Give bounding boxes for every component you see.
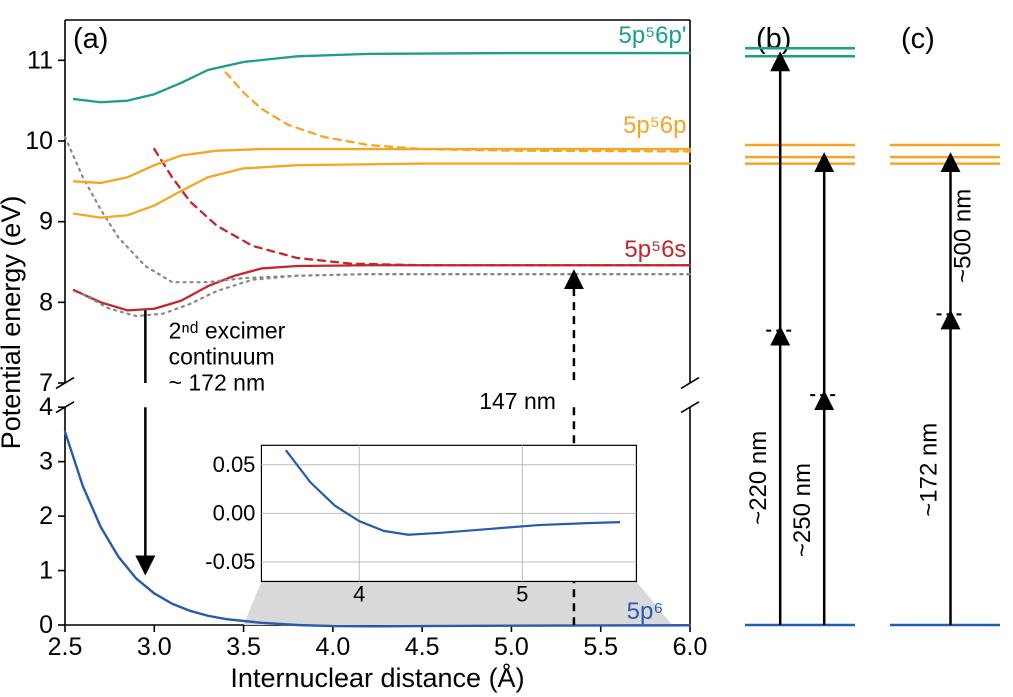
figure-root: 2.53.03.54.04.55.05.56.0012347891011Inte… [0, 0, 1013, 697]
inset-y-tick: 0.00 [213, 500, 256, 525]
excimer-annotation-line: ~ 172 nm [169, 370, 266, 396]
panel-b-label: (b) [756, 23, 791, 55]
inset-y-tick: 0.05 [213, 452, 256, 477]
series-label-5p56pprime: 5p⁵6p' [619, 22, 687, 49]
photon-label-bot: ~172 nm [916, 423, 943, 517]
y-tick-label: 2 [39, 502, 53, 530]
x-tick-label: 4.0 [315, 633, 350, 661]
curve-6p-lower [74, 164, 690, 218]
y-tick-label: 8 [39, 288, 53, 316]
label-147nm: 147 nm [479, 388, 556, 414]
panel-c-label: (c) [901, 23, 935, 55]
excimer-annotation-line: continuum [169, 344, 275, 370]
series-label-5p56p: 5p⁵6p [623, 112, 686, 139]
y-tick-label: 10 [25, 127, 53, 155]
y-tick-label: 11 [27, 46, 53, 74]
x-tick-label: 4.5 [405, 633, 440, 661]
y-tick-label: 1 [39, 557, 53, 585]
curve-6p-dashed [226, 72, 690, 151]
x-tick-label: 3.5 [226, 633, 261, 661]
excimer-annotation-line: 2ⁿᵈ excimer [169, 318, 286, 344]
photon-label-top: ~500 nm [950, 189, 977, 283]
curve-6s-dashed-repulsive [154, 149, 690, 265]
x-tick-label: 6.0 [673, 633, 708, 661]
x-tick-label: 5.5 [583, 633, 618, 661]
series-label-5p56s: 5p⁵6s [624, 236, 686, 263]
x-axis-label: Internuclear distance (Å) [230, 662, 524, 693]
figure-svg: 2.53.03.54.04.55.05.56.0012347891011Inte… [0, 0, 1013, 697]
series-label-5p6: 5p⁶ [627, 598, 664, 625]
x-tick-label: 5.0 [494, 633, 529, 661]
y-tick-label: 9 [39, 208, 53, 236]
y-axis-label: Potential energy (eV) [0, 196, 26, 450]
inset-y-tick: -0.05 [205, 549, 255, 574]
inset-x-tick: 4 [353, 581, 365, 606]
curve-6s-dotted-a [65, 137, 690, 282]
photon-label: ~220 nm [745, 431, 772, 525]
y-tick-label: 4 [39, 393, 53, 421]
y-tick-label: 0 [39, 611, 53, 639]
inset-connection-shade [244, 581, 673, 625]
y-tick-label: 3 [39, 448, 53, 476]
x-tick-label: 3.0 [137, 633, 172, 661]
y-tick-label: 7 [39, 369, 53, 397]
curve-6p-upper [74, 149, 690, 183]
curve-6s-lower-solid [74, 265, 690, 310]
curve-6p-prime [74, 53, 690, 102]
curve-6s-dotted-b [83, 274, 690, 316]
panel-a-label: (a) [73, 23, 108, 55]
inset-x-tick: 5 [516, 581, 528, 606]
photon-label: ~250 nm [789, 463, 816, 557]
